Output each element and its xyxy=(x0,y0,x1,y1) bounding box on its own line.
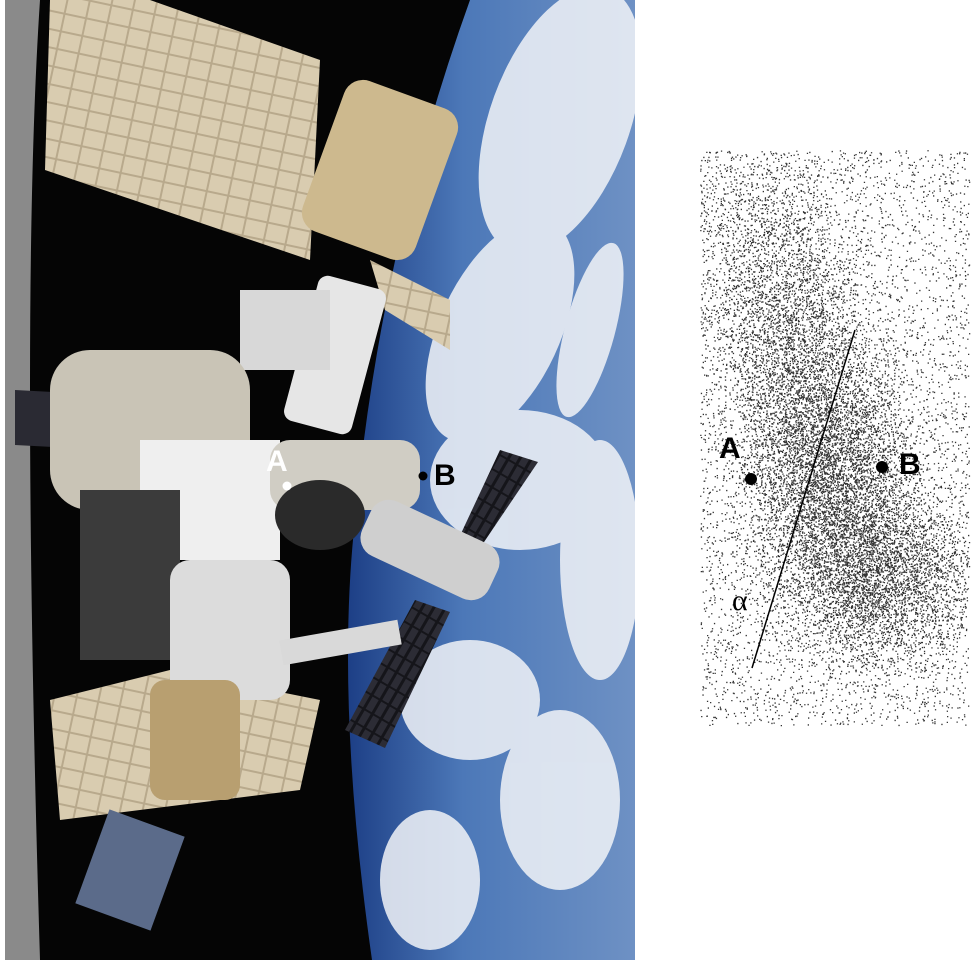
photo: A B xyxy=(5,0,674,960)
line-label: α xyxy=(732,584,748,617)
page: A B A B α (() => { const data = JSON.par… xyxy=(0,0,971,960)
point-b xyxy=(419,472,428,481)
figure: A B A B α xyxy=(0,0,971,960)
density-plot: A B α xyxy=(700,150,970,726)
point-b xyxy=(876,461,888,473)
label-b: B xyxy=(899,448,921,481)
point-a xyxy=(745,473,757,485)
label-b: B xyxy=(434,459,456,492)
label-a: A xyxy=(719,432,741,465)
point-a xyxy=(283,482,292,491)
label-a: A xyxy=(266,445,288,478)
